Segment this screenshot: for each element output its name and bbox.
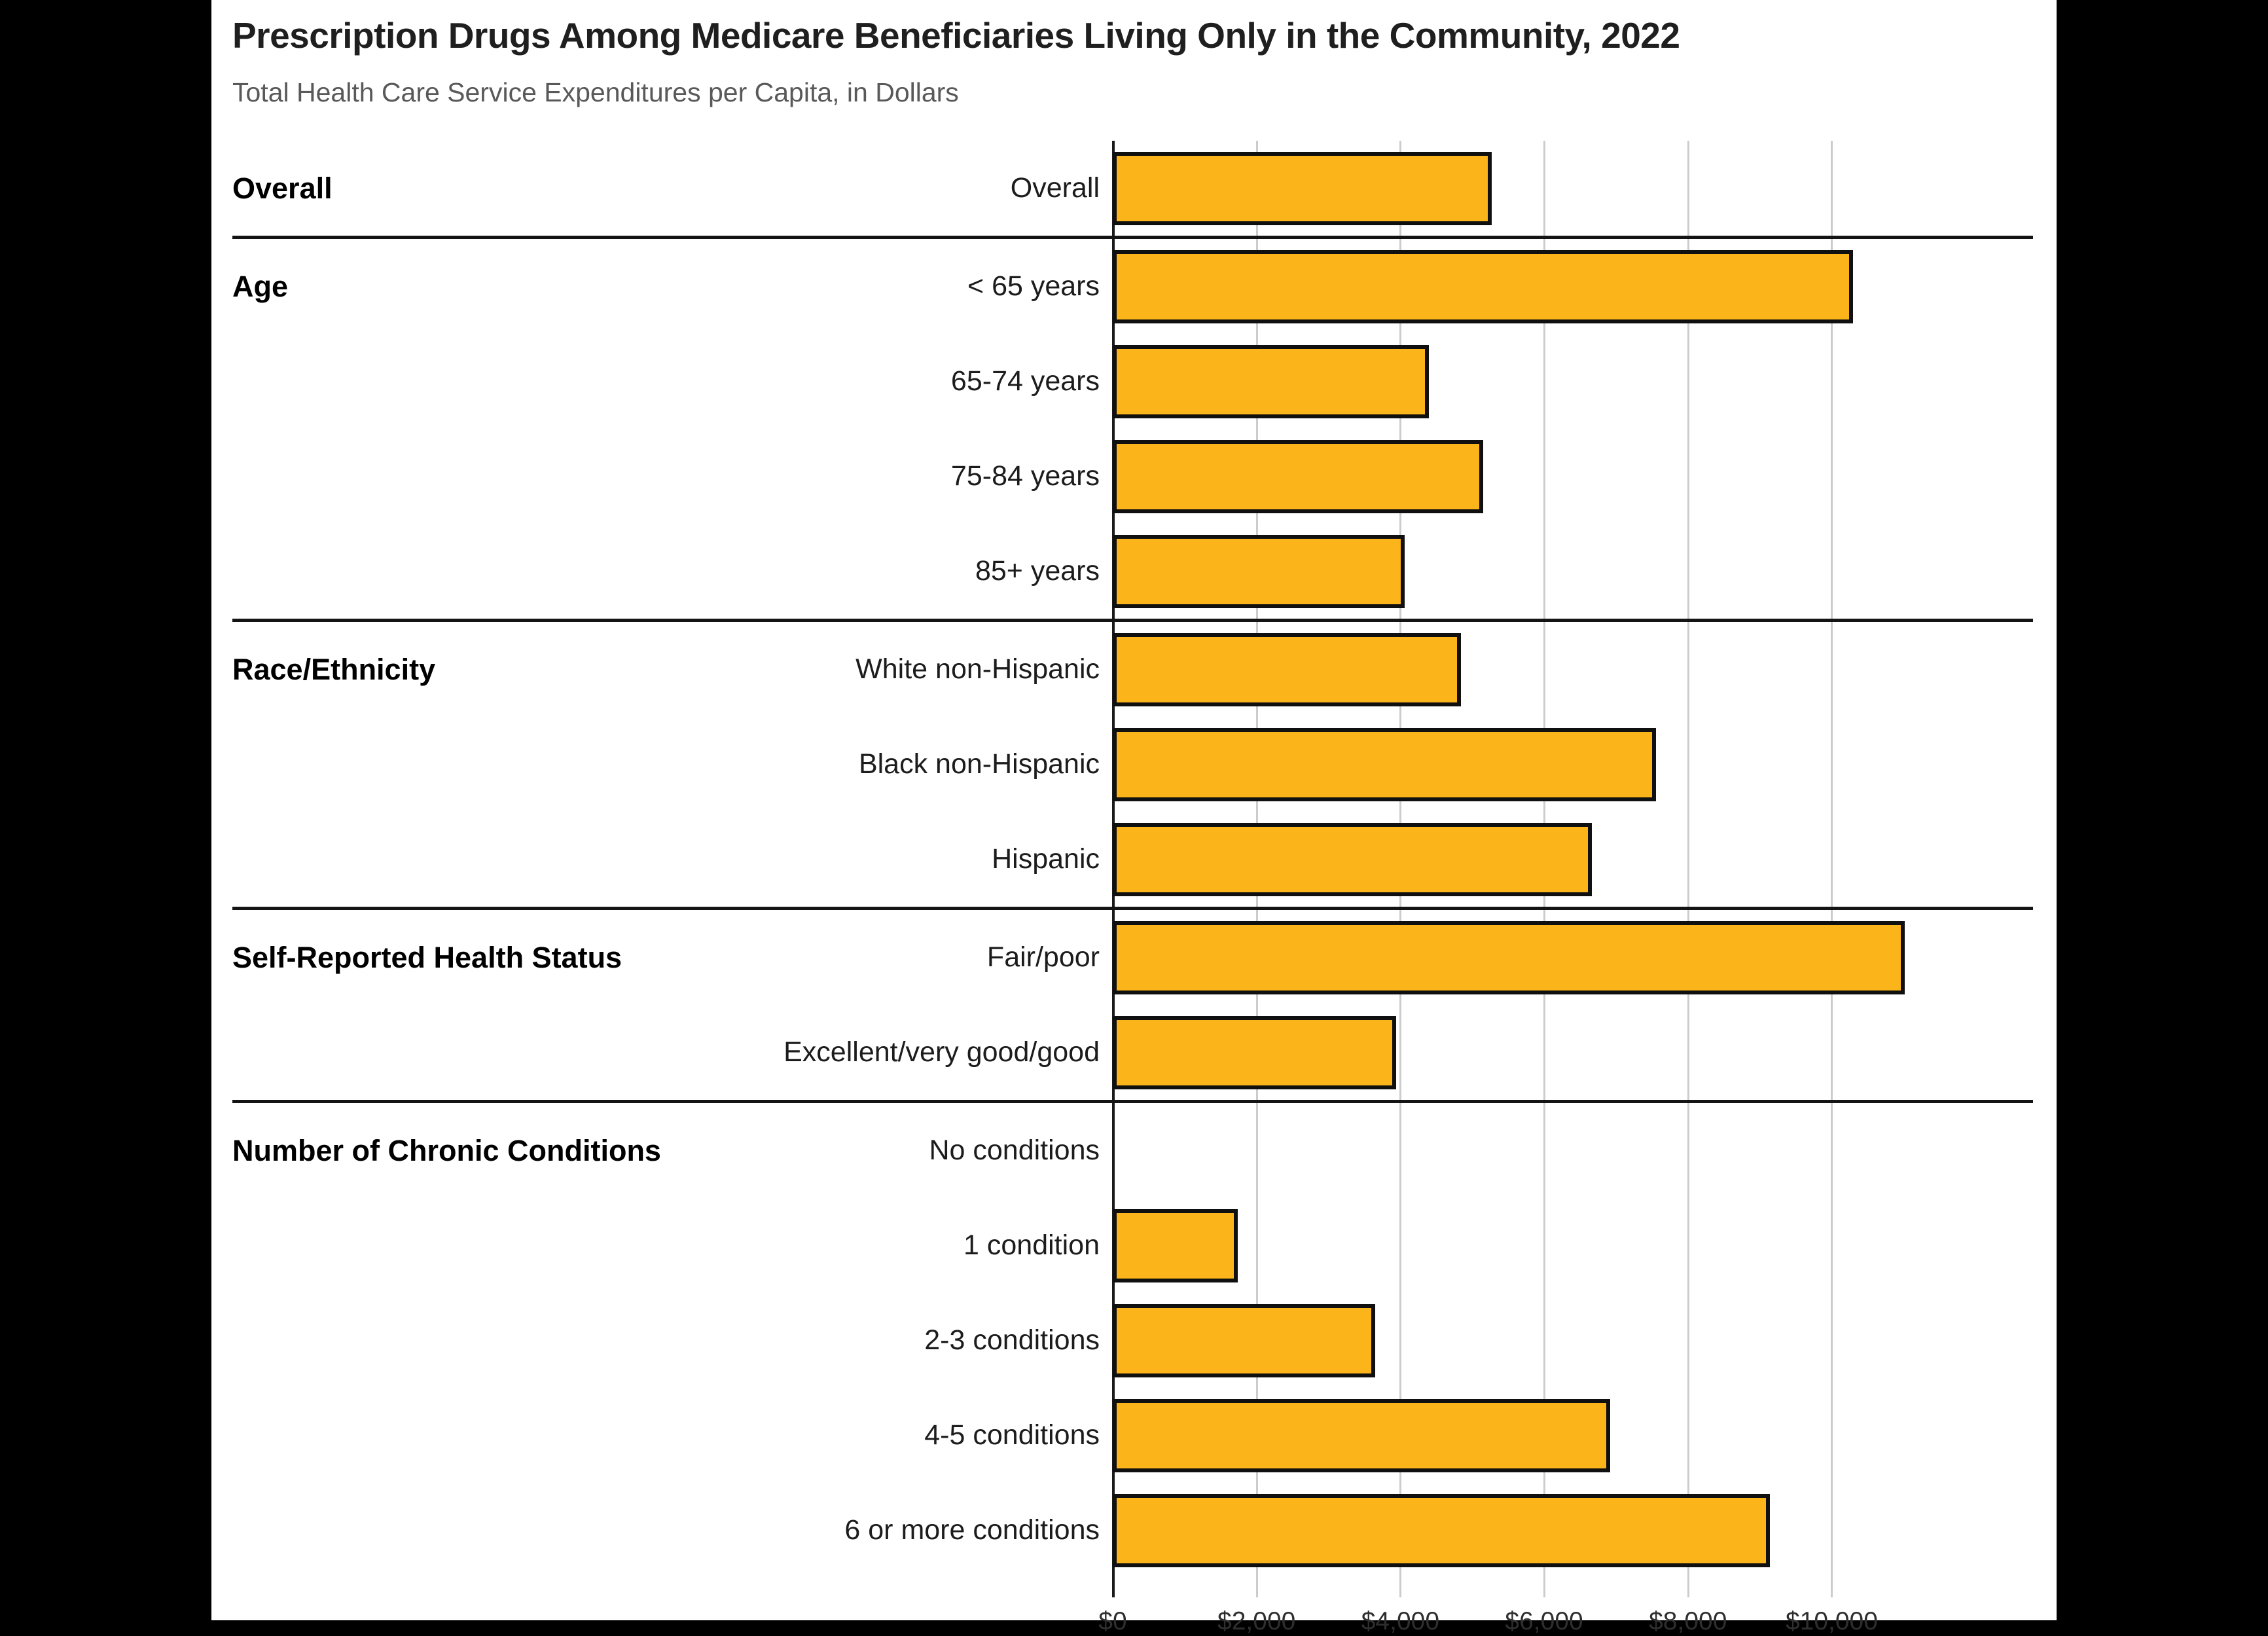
chart-title: Prescription Drugs Among Medicare Benefi… (232, 15, 1680, 56)
bar-fair-poor[interactable] (1113, 920, 1905, 994)
row-label: 65-74 years (950, 365, 1100, 397)
bar-black-non-hispanic[interactable] (1113, 727, 1657, 801)
group-separator (232, 907, 2033, 910)
group-separator (232, 1100, 2033, 1103)
group-separator (232, 236, 2033, 239)
row-label: No conditions (929, 1135, 1100, 1166)
group-label-number-of-chronic-conditions: Number of Chronic Conditions (232, 1134, 661, 1167)
bar-75-84-years[interactable] (1113, 439, 1483, 513)
group-label-race-ethnicity: Race/Ethnicity (232, 653, 436, 686)
chart-subtitle: Total Health Care Service Expenditures p… (232, 77, 959, 107)
row-label: Black non-Hispanic (858, 748, 1100, 780)
row-label: 2-3 conditions (924, 1324, 1100, 1356)
row-label: < 65 years (967, 270, 1100, 302)
bar-65-74-years[interactable] (1113, 344, 1430, 418)
group-label-overall: Overall (232, 172, 333, 205)
x-axis-tick-label: $4,000 (1361, 1607, 1440, 1635)
group-label-self-reported-health-status: Self-Reported Health Status (232, 941, 622, 974)
bar-overall[interactable] (1113, 151, 1492, 225)
row-label: 1 condition (963, 1229, 1100, 1261)
row-label: 4-5 conditions (924, 1419, 1100, 1451)
content-card: Prescription Drugs Among Medicare Benefi… (211, 0, 2057, 1635)
bar-6-or-more-conditions[interactable] (1113, 1493, 1770, 1567)
x-axis-tick-label: $2,000 (1217, 1607, 1296, 1635)
row-label: 6 or more conditions (844, 1514, 1100, 1546)
bar-hispanic[interactable] (1113, 822, 1592, 896)
bar--65-years[interactable] (1113, 249, 1854, 323)
row-label: Hispanic (992, 843, 1100, 875)
bar-chart: $0 $2,000 $4,000 $6,000 $8,000 $10,000 Overal… (232, 141, 2033, 1635)
bar-1-condition[interactable] (1113, 1209, 1238, 1282)
bar-4-5-conditions[interactable] (1113, 1398, 1611, 1472)
row-label: 75-84 years (950, 460, 1100, 492)
row-label: Overall (1010, 172, 1100, 204)
x-axis-tick-label: $8,000 (1649, 1607, 1727, 1635)
bar-85-years[interactable] (1113, 534, 1405, 608)
gridline-8000 (1687, 141, 1689, 1597)
x-axis-tick-label: $10,000 (1785, 1607, 1878, 1635)
row-label: Excellent/very good/good (783, 1036, 1100, 1068)
row-label: White non-Hispanic (855, 653, 1100, 685)
bar-excellent-very-good-good[interactable] (1113, 1015, 1396, 1089)
gridline-10000 (1831, 141, 1833, 1597)
group-label-age: Age (232, 270, 289, 303)
group-separator (232, 619, 2033, 622)
x-axis-tick-label: $6,000 (1505, 1607, 1583, 1635)
bar-white-non-hispanic[interactable] (1113, 632, 1461, 706)
row-label: Fair/poor (986, 941, 1100, 973)
row-label: 85+ years (975, 555, 1100, 587)
x-axis-tick-label: $0 (1098, 1607, 1127, 1635)
bar-2-3-conditions[interactable] (1113, 1303, 1375, 1377)
